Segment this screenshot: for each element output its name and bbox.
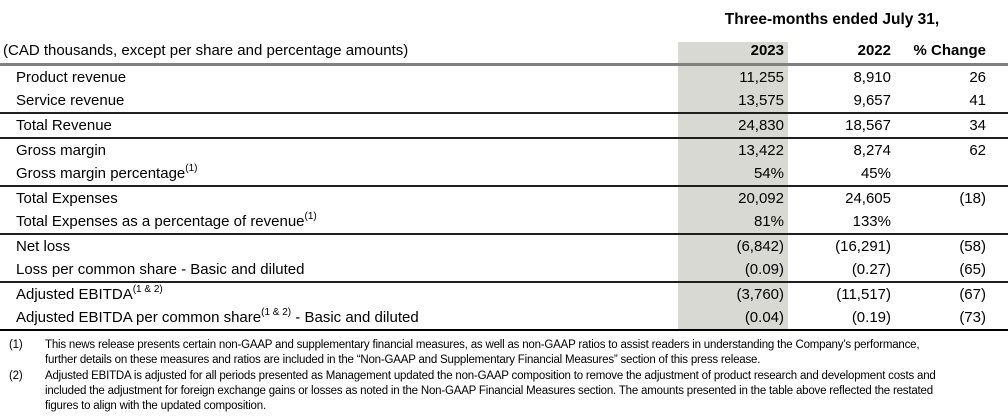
footnote-marker: (1) (9, 339, 23, 351)
row-label-text: Adjusted EBITDA per common share (16, 309, 262, 326)
value-2022: (16,291) (835, 238, 891, 255)
row-label: Gross margin (0, 139, 678, 162)
value-percent-change: 62 (969, 142, 986, 159)
row-label-text: Gross margin percentage (16, 165, 186, 182)
value-2022: (0.27) (851, 261, 891, 278)
value-2023: 24,830 (678, 114, 788, 137)
footnote: (1) This news release presents certain no… (0, 338, 938, 368)
row-label-text: Product revenue (16, 69, 127, 86)
row-label: Gross margin percentage(1) (0, 162, 678, 185)
value-2023: (0.04) (678, 306, 788, 329)
value-percent-change: (73) (959, 309, 986, 326)
row-label-suffix: - Basic and diluted (291, 309, 419, 326)
value-2022: 24,605 (845, 190, 891, 207)
row-label-text: Net loss (16, 238, 71, 255)
footnote-reference: (1) (185, 163, 198, 174)
value-percent-change: 26 (969, 69, 986, 86)
row-label-text: Loss per common share - Basic and dilute… (16, 261, 305, 278)
row-label: Total Expenses as a percentage of revenu… (0, 210, 678, 233)
footnote-text: Adjusted EBITDA is adjusted for all peri… (45, 370, 936, 412)
footnotes: (1) This news release presents certain no… (0, 338, 938, 414)
value-percent-change: (67) (959, 286, 986, 303)
column-header-2022: 2022 (857, 42, 891, 59)
value-percent-change: 34 (969, 117, 986, 134)
value-2023: (3,760) (678, 283, 788, 306)
column-header-2023: 2023 (678, 42, 788, 63)
row-label: Adjusted EBITDA per common share(1 & 2) … (0, 306, 678, 329)
value-percent-change (892, 210, 986, 233)
table-row: Total Expenses 20,092 24,605 (18) (0, 185, 1008, 210)
row-label: Net loss (0, 235, 678, 258)
value-2022: 18,567 (845, 117, 891, 134)
value-2022: (0.19) (851, 309, 891, 326)
footnote-reference: (1) (304, 211, 317, 222)
row-label-text: Total Revenue (16, 117, 112, 134)
row-label-text: Service revenue (16, 92, 125, 109)
row-label: Total Revenue (0, 114, 678, 137)
footnote-marker: (2) (9, 370, 23, 382)
value-2023: (0.09) (678, 258, 788, 281)
table-row: Product revenue 11,255 8,910 26 (0, 66, 1008, 89)
table-row: Gross margin 13,422 8,274 62 (0, 137, 1008, 162)
value-percent-change: (58) (959, 238, 986, 255)
value-2023: 13,422 (678, 139, 788, 162)
footnote-reference: (1 & 2) (132, 284, 163, 295)
row-label: Adjusted EBITDA(1 & 2) (0, 283, 678, 306)
value-2023: 81% (678, 210, 788, 233)
footnote: (2) Adjusted EBITDA is adjusted for all p… (0, 369, 938, 414)
period-header: Three-months ended July 31, (724, 10, 940, 28)
row-label-text: Gross margin (16, 142, 107, 159)
value-2022: 45% (860, 165, 891, 182)
table-caption: (CAD thousands, except per share and per… (3, 42, 409, 59)
table-rows: Product revenue 11,255 8,910 26 Service reve… (0, 66, 1008, 331)
value-2022: (11,517) (836, 286, 891, 303)
table-row: Loss per common share - Basic and dilute… (0, 258, 1008, 281)
table-row: Service revenue 13,575 9,657 41 (0, 89, 1008, 112)
table-row: Total Expenses as a percentage of revenu… (0, 210, 1008, 233)
row-label-text: Adjusted EBITDA (16, 286, 133, 303)
value-2022: 8,274 (853, 142, 891, 159)
table-row: Net loss (6,842) (16,291) (58) (0, 233, 1008, 258)
footnote-text: This news release presents certain non-G… (45, 339, 920, 366)
value-2023: 54% (678, 162, 788, 185)
table-row: Total Revenue 24,830 18,567 34 (0, 112, 1008, 137)
period-header-row: Three-months ended July 31, (0, 6, 1008, 33)
value-2023: 11,255 (678, 66, 788, 89)
value-percent-change (892, 162, 986, 185)
table-row: Adjusted EBITDA(1 & 2) (3,760) (11,517) (67… (0, 281, 1008, 306)
table-row: Gross margin percentage(1) 54% 45% (0, 162, 1008, 185)
footnote-reference: (1 & 2) (261, 307, 292, 318)
value-percent-change: 41 (969, 92, 986, 109)
value-2022: 8,910 (853, 69, 891, 86)
value-percent-change: (18) (959, 190, 986, 207)
row-label: Loss per common share - Basic and dilute… (0, 258, 678, 281)
value-2023: (6,842) (678, 235, 788, 258)
value-2023: 20,092 (678, 187, 788, 210)
row-label: Product revenue (0, 66, 678, 89)
table-row: Adjusted EBITDA per common share(1 & 2) … (0, 306, 1008, 329)
value-2022: 133% (852, 213, 891, 230)
column-header-percent-change: % Change (913, 42, 986, 59)
row-label: Total Expenses (0, 187, 678, 210)
table-header-row: (CAD thousands, except per share and per… (0, 33, 1008, 66)
row-label-text: Total Expenses (16, 190, 118, 207)
row-label-text: Total Expenses as a percentage of revenu… (16, 213, 305, 230)
value-2022: 9,657 (853, 92, 891, 109)
row-label: Service revenue (0, 89, 678, 112)
value-percent-change: (65) (959, 261, 986, 278)
value-2023: 13,575 (678, 89, 788, 112)
